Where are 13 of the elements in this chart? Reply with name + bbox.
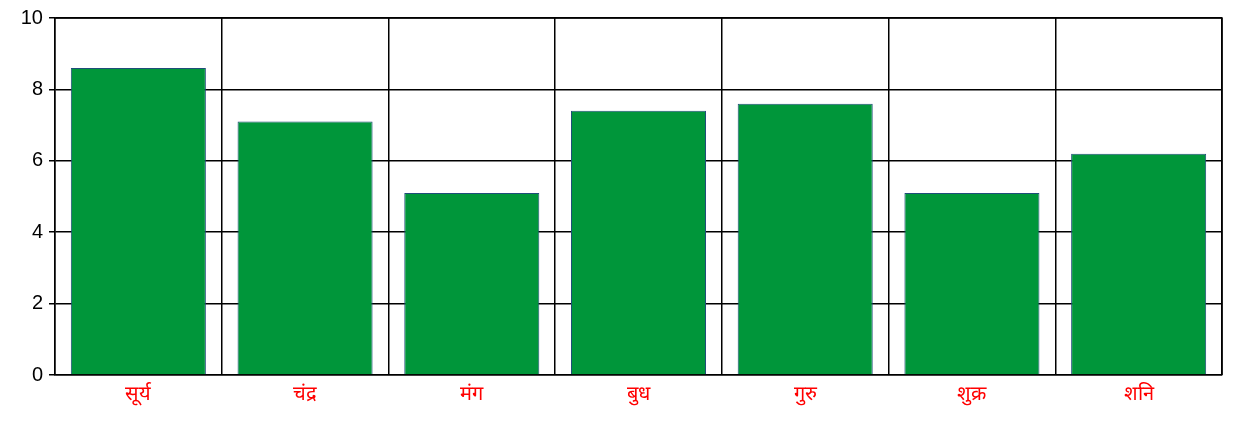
x-tick-label: शुक्र	[957, 381, 988, 407]
y-tick-label: 4	[31, 219, 43, 242]
x-tick-label: मंग	[460, 381, 485, 406]
x-tick-label: चंद्र	[293, 381, 318, 406]
x-tick-label: सूर्य	[125, 381, 153, 407]
x-tick-label: गुरु	[793, 381, 818, 407]
y-tick-label: 0	[31, 362, 43, 385]
y-tick-label: 8	[31, 76, 43, 99]
x-tick-label: शनि	[1123, 381, 1155, 406]
y-tick-label: 10	[20, 5, 43, 28]
y-tick-label: 2	[31, 291, 43, 314]
y-tick-label: 6	[31, 148, 43, 171]
x-tick-label: बुध	[627, 381, 651, 407]
